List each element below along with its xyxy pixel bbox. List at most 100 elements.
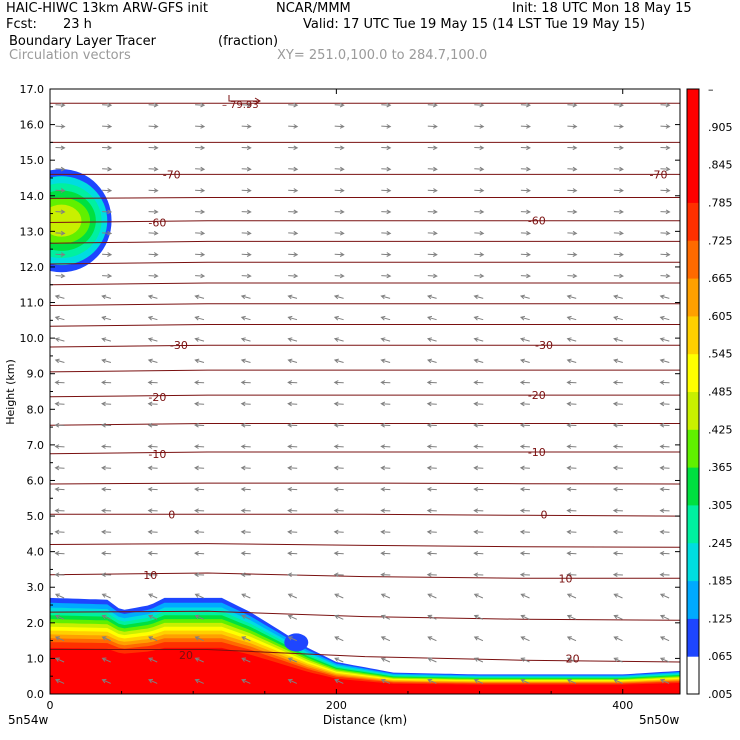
circulation-vector [102, 145, 113, 151]
circulation-vector [381, 209, 392, 215]
isotherm-line-minor [50, 282, 680, 286]
circulation-vector [334, 657, 344, 663]
circulation-vector [519, 465, 530, 471]
circulation-vector [195, 209, 206, 215]
y-tick-label: 10.0 [20, 332, 45, 345]
circulation-vector [567, 166, 578, 172]
circulation-vector [473, 678, 484, 684]
circulation-vector [613, 252, 624, 257]
circulation-vector [241, 657, 251, 663]
contour-label: -20 [528, 389, 546, 402]
circulation-vector [520, 593, 530, 599]
circulation-vector [333, 315, 344, 321]
circulation-vector [659, 465, 670, 471]
circulation-vector [380, 401, 391, 407]
y-tick-label: 4.0 [27, 546, 45, 559]
circulation-vector [101, 614, 111, 620]
y-axis-label: Height (km) [4, 359, 17, 425]
circulation-vector [333, 529, 344, 535]
xy-label: XY= 251.0,100.0 to 284.7,100.0 [277, 48, 488, 63]
circulation-vector [612, 444, 623, 449]
circulation-vector [288, 252, 299, 257]
circulation-vector [147, 508, 158, 514]
circulation-vector [54, 401, 65, 407]
circulation-vector [519, 401, 530, 407]
circulation-vector [102, 230, 113, 236]
circulation-vector [287, 508, 298, 514]
x-axis-label: Distance (km) [323, 713, 407, 727]
circulation-vector [147, 529, 158, 535]
circulation-vector [194, 444, 205, 449]
circulation-vector [612, 529, 623, 535]
circulation-vector [333, 551, 344, 556]
circulation-vector [54, 422, 65, 428]
circulation-vector [381, 252, 392, 257]
contour-label: -30 [535, 339, 553, 352]
circulation-vector [54, 678, 65, 684]
temperature-contours [50, 102, 680, 663]
circulation-vector [334, 593, 344, 599]
contour-label: -70 [650, 168, 668, 181]
contour-label: -30 [170, 339, 188, 352]
circulation-vector [426, 529, 437, 535]
circulation-vector [195, 102, 206, 108]
circulation-vector [241, 188, 252, 193]
circulation-vector [566, 614, 577, 620]
circulation-vector [519, 551, 530, 556]
circulation-vector [613, 230, 624, 236]
circulation-vector [380, 337, 391, 342]
circulation-vector [240, 486, 251, 492]
y-tick-label: 14.0 [20, 190, 45, 203]
circulation-vector [333, 465, 344, 471]
circulation-vector [288, 188, 299, 193]
circulation-vector [54, 486, 65, 492]
circulation-vector [473, 401, 484, 407]
circulation-vector [102, 273, 113, 279]
isotherm-line-minor [50, 543, 680, 548]
colorbar-swatch [687, 353, 699, 392]
circulation-vector [427, 102, 438, 108]
circulation-vector [241, 145, 252, 151]
circulation-vector [380, 380, 391, 385]
colorbar-swatch [687, 391, 699, 430]
circulation-vector [287, 529, 298, 535]
circulation-vector [195, 252, 206, 257]
circulation-vector [194, 337, 205, 342]
colorbar-label: .365 [708, 461, 733, 474]
circulation-vector [334, 188, 345, 193]
circulation-vector [567, 145, 578, 151]
circulation-vector [613, 614, 623, 620]
circulation-vector [334, 252, 345, 257]
circulation-vector [194, 358, 205, 364]
circulation-vector [612, 401, 623, 407]
circulation-vector [101, 529, 112, 535]
circulation-vector [612, 486, 623, 492]
circulation-vector [334, 124, 345, 129]
circulation-vector [101, 657, 111, 663]
circulation-vector [240, 380, 251, 385]
circulation-vector [54, 337, 65, 342]
circulation-vector [426, 444, 437, 449]
circulation-vector [333, 422, 344, 428]
x-tick-label: 400 [612, 699, 633, 712]
circulation-vector [660, 166, 671, 172]
circulation-vector [473, 636, 484, 642]
circulation-vector [473, 657, 484, 663]
circulation-vector [54, 636, 65, 642]
colorbar-swatch [687, 164, 699, 203]
circulation-vector [101, 465, 112, 471]
circulation-vector [147, 358, 158, 364]
isotherm-line [50, 394, 680, 398]
circulation-vector [566, 593, 577, 599]
circulation-vector [566, 422, 577, 428]
circulation-vector [240, 444, 251, 449]
circulation-vector [287, 636, 298, 642]
circulation-vector [660, 209, 671, 215]
circulation-vector [287, 422, 298, 428]
x-tick-label: 0 [47, 699, 54, 712]
circulation-vector [519, 422, 530, 428]
y-tick-label: 2.0 [27, 617, 45, 630]
tracer-band [50, 655, 680, 694]
circulation-vector [519, 380, 530, 385]
circulation-vector [241, 252, 252, 257]
